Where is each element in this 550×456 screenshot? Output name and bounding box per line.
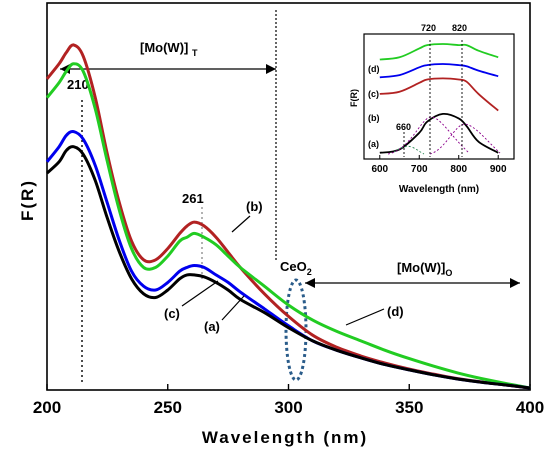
- inset-label-c: (c): [368, 89, 379, 99]
- peak-261-label: 261: [182, 191, 204, 206]
- main-x-tick-label: 350: [395, 398, 423, 417]
- octahedral-region-label: [Mo(W)]O: [397, 260, 452, 278]
- inset-series-line-d: [379, 43, 499, 61]
- series-line-a: [45, 145, 531, 390]
- octahedral-region-arrow: [305, 278, 520, 288]
- inset-x-tick-label: 700: [411, 164, 428, 175]
- inset-x-tick-label: 900: [490, 164, 507, 175]
- inset-series-line-b: [379, 77, 499, 112]
- inset-label-d: (d): [368, 64, 380, 74]
- main-y-axis-label: F(R): [18, 179, 37, 221]
- tetrahedral-region-label: [Mo(W)] T: [140, 40, 198, 58]
- main-x-tick-label: 250: [154, 398, 182, 417]
- curve-label-d-arrow: [345, 308, 385, 326]
- inset-y-axis-label: F(R): [349, 89, 359, 107]
- inset-series-line-a: [379, 112, 499, 154]
- inset-marker-660-label: 660: [396, 122, 411, 132]
- curve-label-d: (d): [387, 304, 404, 319]
- inset-x-tick-label: 800: [450, 164, 467, 175]
- inset-frame: [363, 33, 515, 160]
- curve-label-a-arrow: [221, 295, 245, 321]
- tetrahedral-region-arrow: [60, 64, 276, 74]
- tetrahedral-region-label-text: [Mo(W)]: [140, 40, 188, 55]
- main-x-axis-label: Wavelength (nm): [202, 428, 368, 447]
- inset-x-axis-label: Wavelength (nm): [399, 184, 479, 195]
- curve-label-b-arrow: [231, 215, 251, 233]
- inset-marker-720-label: 720: [421, 23, 436, 33]
- ceo2-label: CeO2: [280, 259, 312, 277]
- inset-component-660: [393, 145, 425, 155]
- inset-x-tick-label: 600: [371, 164, 388, 175]
- inset-series-line-c: [379, 63, 499, 79]
- inset-label-a: (a): [368, 139, 379, 149]
- curve-label-b: (b): [246, 199, 263, 214]
- octahedral-region-text: [Mo(W)]: [397, 260, 445, 275]
- inset-label-b: (b): [368, 113, 380, 123]
- peak-210-label: 210: [67, 77, 89, 92]
- main-series-group: [45, 43, 531, 390]
- inset-series-group: [379, 43, 499, 154]
- octahedral-region-subscript: O: [445, 268, 452, 278]
- main-x-tick-group: 200 250 300 350 400: [33, 384, 544, 417]
- inset-marker-820-label: 820: [452, 23, 467, 33]
- tetrahedral-region-subscript: T: [192, 48, 198, 58]
- inset-x-tick-group: 600 700 800 900: [371, 155, 507, 175]
- main-x-tick-label: 300: [274, 398, 302, 417]
- main-x-tick-label: 400: [516, 398, 544, 417]
- series-line-d: [45, 62, 531, 390]
- curve-label-c: (c): [164, 306, 180, 321]
- inset-chart: 720 820 660 (d) (c) (b) (a) F(R) Wavelen…: [349, 23, 515, 195]
- curve-label-c-arrow: [181, 280, 219, 307]
- inset-component-820: [429, 123, 501, 155]
- curve-label-a: (a): [204, 319, 220, 334]
- main-x-tick-label: 200: [33, 398, 61, 417]
